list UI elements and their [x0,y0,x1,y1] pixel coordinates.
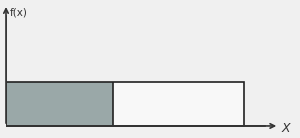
Text: f(x): f(x) [10,8,27,18]
Bar [6,82,113,126]
Text: X: X [281,123,290,136]
Bar [6,82,244,126]
Bar [113,82,244,126]
